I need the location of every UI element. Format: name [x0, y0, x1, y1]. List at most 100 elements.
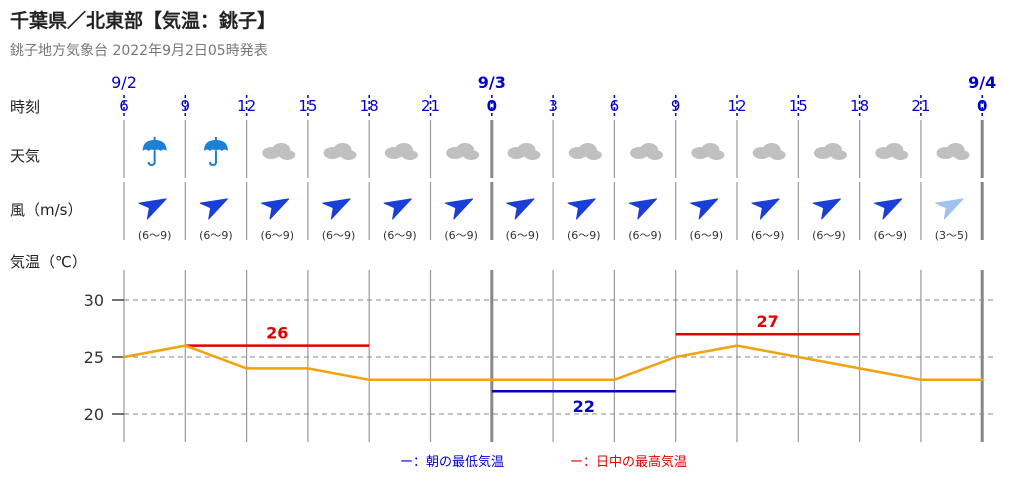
- temperature-point: [858, 367, 861, 370]
- max-temp-label: 26: [266, 324, 288, 343]
- temperature-point: [797, 355, 800, 359]
- wind-arrow-icon: [628, 198, 658, 220]
- wind-arrow-shape: [261, 198, 290, 220]
- temperature-point: [368, 378, 371, 381]
- cloud-icon: [446, 143, 480, 160]
- cloud-puff: [953, 150, 970, 160]
- temperature-point: [735, 344, 739, 347]
- wind-arrow-shape: [751, 198, 780, 220]
- temperature-point: [490, 378, 493, 381]
- wind-arrow-icon: [690, 198, 719, 220]
- wind-arrow-icon: [567, 198, 596, 220]
- wind-arrow-shape: [138, 198, 167, 220]
- wind-arrow-icon: [322, 198, 351, 220]
- temperature-point: [306, 367, 310, 370]
- wind-speed: (6～9): [812, 229, 846, 242]
- cloud-puff: [830, 150, 847, 160]
- min-temp-label: 22: [573, 397, 595, 416]
- hour-label: 3: [548, 97, 558, 115]
- wind-arrow-shape: [506, 198, 535, 220]
- wind-speed: (6～9): [506, 229, 540, 242]
- row-label-wind: 風（m/s）: [10, 201, 82, 219]
- wind-speed: (6～9): [751, 229, 785, 242]
- hour-label: 0: [977, 97, 987, 115]
- date-label: 9/3: [478, 73, 506, 92]
- wind-arrow-shape: [383, 198, 412, 220]
- temperature-point: [245, 367, 248, 370]
- wind-speed: (6～9): [138, 229, 172, 242]
- wind-arrow-icon: [383, 198, 412, 220]
- wind-arrow-icon: [444, 198, 474, 220]
- y-tick-label: 30: [84, 291, 104, 310]
- hour-label: 15: [298, 97, 317, 115]
- page-title: 千葉県／北東部【気温：銚子】: [10, 10, 277, 32]
- wind-arrow-shape: [690, 198, 719, 220]
- cloud-icon: [875, 143, 909, 160]
- wind-arrow-icon: [261, 198, 290, 220]
- temperature-point: [674, 355, 677, 359]
- time-row: 9/2 9/3 9/4 6 9 12 15 18 21 0 3 6 9 12 15 18 21 0: [111, 73, 996, 115]
- cloud-puff: [708, 150, 725, 160]
- umbrella-canopy: [142, 140, 167, 151]
- wind-arrow-shape: [935, 198, 964, 220]
- wind-arrow-icon: [138, 198, 167, 220]
- cloud-icon: [384, 143, 418, 160]
- cloud-puff: [769, 150, 786, 160]
- temperature-plot: 20 25 30 26 22 27: [84, 291, 995, 424]
- temperature-point: [551, 378, 555, 381]
- hour-label: 6: [610, 97, 620, 115]
- hour-label: 21: [911, 97, 930, 115]
- cloud-puff: [463, 150, 480, 160]
- cloud-icon: [813, 143, 847, 160]
- wind-arrow-icon: [874, 198, 903, 220]
- row-label-temperature: 気温（℃）: [10, 253, 87, 271]
- cloud-icon: [691, 143, 725, 160]
- max-temp-label: 27: [757, 312, 779, 331]
- cloud-icon: [630, 143, 664, 160]
- cloud-icon: [507, 143, 541, 160]
- umbrella-handle: [147, 151, 156, 167]
- wind-speed: (6～9): [628, 229, 662, 242]
- legend: ー：朝の最低気温 ー：日中の最高気温: [400, 454, 687, 470]
- cloud-puff: [647, 150, 664, 160]
- wind-arrow-icon: [506, 198, 535, 220]
- cloud-puff: [340, 150, 357, 160]
- umbrella-canopy: [203, 140, 228, 151]
- temperature-point: [122, 355, 126, 359]
- wind-speed: (6～9): [199, 229, 233, 242]
- wind-arrow-shape: [628, 198, 658, 220]
- wind-speed: (6～9): [260, 229, 294, 242]
- hour-label: 0: [487, 97, 497, 115]
- wind-speed: (6～9): [383, 229, 417, 242]
- hour-label: 18: [850, 97, 869, 115]
- umbrella-icon: [142, 137, 167, 167]
- grid-lines: [123, 95, 984, 442]
- wind-arrow-shape: [322, 198, 351, 220]
- umbrella-handle: [208, 151, 217, 167]
- cloud-icon: [323, 143, 357, 160]
- temperature-point: [613, 378, 616, 381]
- wind-speed: (6～9): [444, 229, 478, 242]
- cloud-icon: [568, 143, 602, 160]
- wind-speed: (6～9): [567, 229, 601, 242]
- date-label: 9/2: [111, 73, 137, 92]
- cloud-icon: [262, 143, 296, 160]
- wind-arrow-icon: [935, 198, 964, 220]
- wind-arrow-shape: [874, 198, 903, 220]
- hour-label: 6: [119, 97, 129, 115]
- hour-label: 12: [727, 97, 746, 115]
- page-subtitle: 銚子地方気象台 2022年9月2日05時発表: [10, 43, 268, 59]
- wind-arrow-icon: [751, 198, 780, 220]
- cloud-icon: [936, 143, 970, 160]
- wind-arrow-icon: [812, 198, 841, 220]
- hour-label: 18: [360, 97, 379, 115]
- hour-label: 21: [421, 97, 440, 115]
- legend-min: ー：朝の最低気温: [400, 454, 504, 470]
- wind-speed: (6～9): [322, 229, 356, 242]
- cloud-puff: [401, 150, 418, 160]
- wind-speed: (6～9): [690, 229, 724, 242]
- row-label-time: 時刻: [10, 98, 40, 116]
- y-tick-label: 20: [84, 405, 104, 424]
